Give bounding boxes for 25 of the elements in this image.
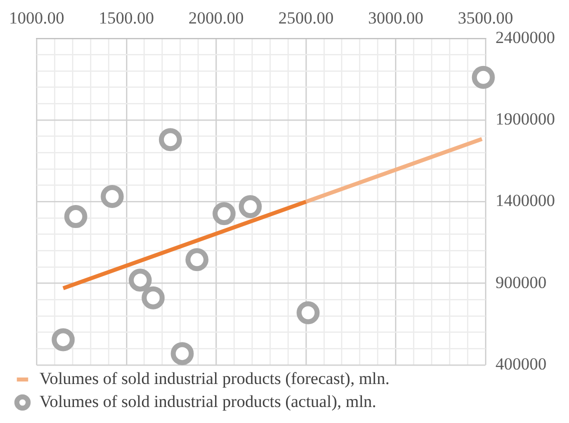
y-tick-label: 400000 <box>496 354 546 374</box>
point <box>128 268 152 292</box>
legend-label: Volumes of sold industrial products (actual), mln. <box>40 392 376 411</box>
y-tick-label: 900000 <box>496 272 546 292</box>
y-tick-label: 1900000 <box>496 110 555 129</box>
x-tick-label: 3000.00 <box>368 8 424 28</box>
y-tick-label: 2400000 <box>496 28 555 47</box>
point <box>212 202 236 226</box>
x-tick-label: 1500.00 <box>98 8 154 28</box>
point <box>296 301 320 324</box>
y-tick-label: 1400000 <box>496 191 555 210</box>
point <box>142 286 165 310</box>
point <box>185 248 208 272</box>
legend-label: Volumes of sold industrial products (forecast), mln. <box>40 368 390 388</box>
x-tick-label: 3500.00 <box>458 8 514 28</box>
point <box>158 128 182 152</box>
point <box>238 195 262 218</box>
point <box>170 342 194 366</box>
x-tick-label: 2000.00 <box>188 8 244 28</box>
point <box>472 66 495 89</box>
point <box>100 184 124 208</box>
point <box>64 205 88 228</box>
x-tick-label: 1000.00 <box>9 8 64 28</box>
x-tick-label: 2500.00 <box>278 8 334 28</box>
point <box>52 328 75 352</box>
